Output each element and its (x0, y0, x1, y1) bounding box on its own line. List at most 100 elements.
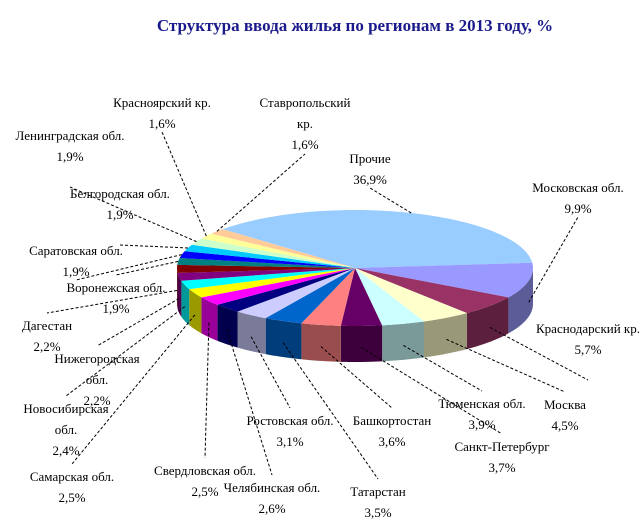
leader-line (361, 347, 503, 435)
label-value: 3,1% (276, 434, 304, 449)
label-value: 1,6% (148, 116, 176, 131)
slice (217, 268, 355, 312)
label-name: Челябинская обл. (223, 480, 321, 495)
label-name: Красноярский кр. (113, 95, 211, 110)
slice (301, 268, 355, 326)
label-value: 1,9% (62, 264, 90, 279)
data-label: Саратовская обл. 1,9% (1, 240, 151, 282)
slice (179, 251, 355, 268)
slice-side (237, 311, 266, 355)
slice (355, 268, 424, 326)
label-value: 5,7% (574, 342, 602, 357)
label-name: Дагестан (21, 318, 73, 333)
slice-side (265, 318, 302, 360)
slice (201, 268, 355, 305)
data-label: Новосибирская обл. 2,4% (11, 398, 121, 461)
leader-line (250, 336, 291, 409)
leader-line (403, 344, 483, 392)
slice (211, 229, 355, 268)
slice-side (181, 280, 190, 326)
slice (191, 238, 355, 268)
label-value: 9,9% (564, 201, 592, 216)
label-name: Москва (544, 397, 586, 412)
leader-line (46, 289, 178, 314)
leader-line (75, 254, 182, 281)
slice (222, 210, 533, 268)
leader-line (216, 153, 306, 232)
slice (177, 257, 355, 268)
slice-side (382, 321, 424, 362)
label-name: Краснодарский кр. (536, 321, 640, 336)
label-value: 2,5% (58, 490, 86, 505)
data-label: Нижегородская обл. 2,2% (42, 348, 152, 411)
data-label: Красноярский кр. 1,6% (87, 92, 237, 134)
slice (184, 244, 355, 268)
label-value: 3,6% (378, 434, 406, 449)
data-label: Свердловская обл. 2,5% (150, 460, 260, 502)
label-value: 2,4% (52, 443, 80, 458)
slice-side (340, 325, 383, 362)
leader-line (226, 329, 273, 476)
label-name: Башкортостан (352, 413, 432, 428)
label-value: 1,9% (56, 149, 84, 164)
data-label: Воронежская обл. 1,9% (61, 277, 171, 319)
label-value: 4,5% (551, 418, 579, 433)
slice (237, 268, 355, 319)
label-name: Тюменская обл. (438, 396, 526, 411)
leader-line (71, 314, 196, 465)
label-value: 2,2% (33, 339, 61, 354)
slice-side (177, 272, 182, 317)
slice-side (201, 297, 218, 341)
data-label: Ростовская обл. 3,1% (215, 410, 365, 452)
slice (265, 268, 355, 324)
slice (355, 268, 468, 322)
slice-side (467, 297, 509, 350)
data-label: Краснодарский кр. 5,7% (533, 318, 642, 360)
data-label: Ставропольский кр. 1,6% (250, 92, 360, 155)
leader-line (204, 322, 210, 459)
slice (355, 268, 509, 314)
label-name: Воронежская обл. (66, 280, 166, 295)
data-label: Самарская обл. 2,5% (0, 466, 147, 508)
data-label: Москва 4,5% (490, 394, 640, 436)
slice (177, 264, 355, 273)
data-label: Башкортостан 3,6% (317, 410, 467, 452)
slice (189, 268, 355, 298)
label-name: Ленинградская обл. (15, 128, 125, 143)
label-name: Белгородская обл. (70, 186, 170, 201)
data-label: Челябинская обл. 2,6% (197, 477, 347, 519)
slice (177, 268, 355, 281)
leader-line (446, 338, 566, 393)
leader-line (69, 186, 197, 243)
chart-title: Структура ввода жилья по регионам в 2013… (156, 16, 554, 35)
label-value: 3,5% (364, 505, 392, 520)
slice-side (301, 323, 341, 362)
leader-line (115, 260, 179, 276)
leader-line (161, 131, 207, 237)
label-value: 3,9% (468, 417, 496, 432)
slice-side (217, 304, 238, 348)
label-name: Ростовская обл. (246, 413, 334, 428)
leader-line (528, 216, 579, 303)
label-value: 1,9% (106, 207, 134, 222)
slice-side (508, 268, 533, 334)
label-value: 2,2% (83, 393, 111, 408)
leader-line (369, 187, 412, 214)
label-name: Татарстан (350, 484, 406, 499)
leader-line (96, 298, 180, 347)
data-label: Белгородская обл. 1,9% (65, 183, 175, 225)
data-label: Санкт-Петербург 3,7% (427, 436, 577, 478)
data-label: Татарстан 3,5% (303, 481, 453, 522)
data-label: Дагестан 2,2% (0, 315, 122, 357)
leader-line (489, 327, 589, 381)
data-label: Ленинградская обл. 1,9% (15, 125, 125, 167)
label-name: Московская обл. (532, 180, 624, 195)
leader-line (119, 244, 188, 249)
slice-side (423, 313, 468, 358)
label-value: 1,6% (291, 137, 319, 152)
label-value: 3,7% (488, 460, 516, 475)
data-label: Тюменская обл. 3,9% (407, 393, 557, 435)
slice (355, 262, 533, 298)
label-value: 2,6% (258, 501, 286, 516)
